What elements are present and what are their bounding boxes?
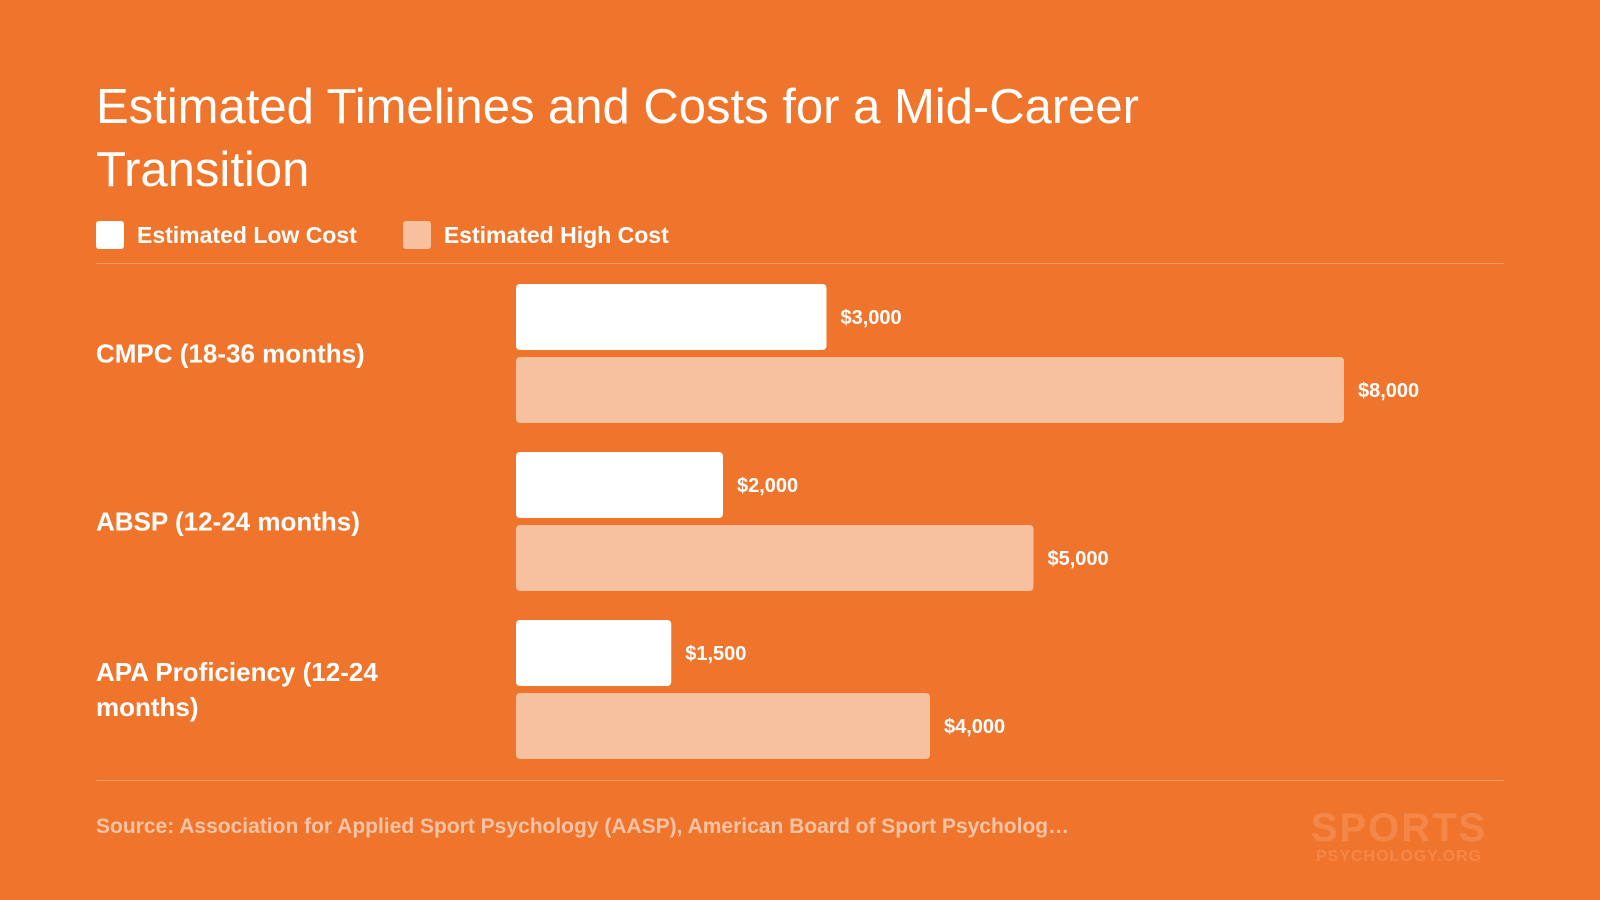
legend: Estimated Low Cost Estimated High Cost xyxy=(96,221,715,249)
legend-item-low: Estimated Low Cost xyxy=(96,221,357,249)
sports-psychology-logo: SPORTS PSYCHOLOGY.ORG xyxy=(1310,806,1488,865)
low-cost-bar xyxy=(516,284,827,350)
bar-value-label: $1,500 xyxy=(685,643,746,665)
category-label: CMPC (18-36 months) xyxy=(96,339,365,369)
category-label: ABSP (12-24 months) xyxy=(96,507,360,537)
bar-value-label: $3,000 xyxy=(841,307,902,329)
bar-value-label: $5,000 xyxy=(1048,548,1109,570)
bottom-divider xyxy=(96,780,1504,781)
legend-label-high: Estimated High Cost xyxy=(443,221,669,248)
source-note: Source: Association for Applied Sport Ps… xyxy=(96,815,1070,838)
legend-label-low: Estimated Low Cost xyxy=(137,221,357,248)
high-cost-bar xyxy=(516,525,1034,591)
legend-swatch-high xyxy=(402,221,431,249)
high-cost-bar xyxy=(516,357,1344,423)
bar-value-label: $4,000 xyxy=(944,716,1005,738)
bar-value-label: $2,000 xyxy=(737,475,798,497)
top-divider xyxy=(96,263,1504,264)
bar-value-label: $8,000 xyxy=(1358,380,1419,402)
legend-item-high: Estimated High Cost xyxy=(402,221,669,249)
chart-title: Estimated Timelines and Costs for a Mid-… xyxy=(96,80,1139,197)
high-cost-bar xyxy=(516,693,930,759)
low-cost-bar xyxy=(516,620,672,686)
category-label: APA Proficiency (12-24 months) xyxy=(96,657,378,722)
legend-swatch-low xyxy=(96,221,124,249)
low-cost-bar xyxy=(516,452,723,518)
